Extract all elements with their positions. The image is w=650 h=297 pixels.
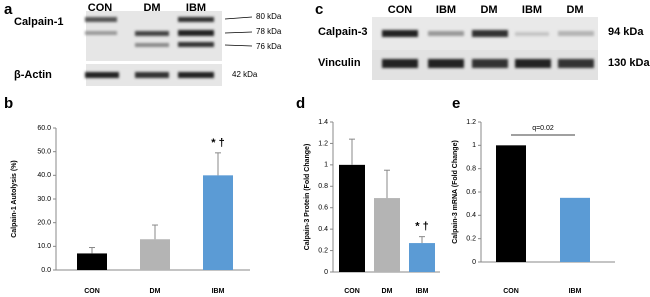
y-tick-label: 0.6: [466, 189, 476, 196]
y-tick-label: 0.0: [41, 267, 51, 274]
panel-label: e: [452, 95, 460, 112]
size-marker: 94 kDa: [608, 26, 644, 38]
row-label: Vinculin: [318, 57, 361, 69]
x-tick-label: DM: [382, 288, 393, 295]
bands: [382, 59, 594, 68]
y-tick-label: 1.2: [466, 119, 476, 126]
panel-label: b: [4, 95, 13, 112]
y-tick-label: 0: [472, 259, 476, 266]
bands: [85, 17, 214, 47]
x-tick-label: CON: [503, 288, 519, 295]
bar: [560, 197, 590, 262]
x-tick-label: IBM: [212, 288, 225, 295]
bar: [140, 239, 170, 270]
lane-label: CON: [88, 2, 113, 14]
y-tick-label: 0.4: [318, 226, 328, 233]
panel-label: d: [296, 95, 305, 112]
y-tick-label: 1.2: [318, 140, 328, 147]
y-tick-label: 0.8: [466, 166, 476, 173]
y-tick-label: 0.4: [466, 212, 476, 219]
y-tick-label: 60.0: [37, 125, 51, 132]
lane-label: DM: [480, 4, 497, 16]
y-tick-label: 1: [472, 142, 476, 149]
x-tick-label: IBM: [569, 288, 582, 295]
lane-label: IBM: [436, 4, 456, 16]
y-tick-label: 30.0: [37, 196, 51, 203]
x-tick-label: IBM: [416, 288, 429, 295]
bar: [496, 145, 526, 262]
annotation: * †: [415, 221, 428, 233]
lane-label: DM: [566, 4, 583, 16]
size-marker: 78 kDa: [256, 27, 282, 36]
bar: [374, 198, 400, 272]
lane-label: CON: [388, 4, 413, 16]
y-axis-label: Calpain-3 mRNA (Fold Change): [452, 140, 459, 244]
lane-label: IBM: [186, 2, 206, 14]
annotation: * †: [211, 137, 224, 149]
size-marker: 42 kDa: [232, 70, 258, 79]
y-tick-label: 1: [324, 162, 328, 169]
row-label: β-Actin: [14, 69, 52, 81]
y-tick-label: 40.0: [37, 172, 51, 179]
y-tick-label: 0.2: [318, 247, 328, 254]
panel-label: c: [315, 1, 323, 18]
x-tick-label: DM: [150, 288, 161, 295]
bar: [409, 243, 435, 272]
annotation: q=0.02: [532, 125, 554, 132]
panel-label: a: [4, 1, 13, 18]
y-tick-label: 1.4: [318, 119, 328, 126]
size-marker: 130 kDa: [608, 57, 650, 69]
y-tick-label: 0.2: [466, 236, 476, 243]
bands: [85, 72, 214, 78]
y-tick-label: 0.8: [318, 183, 328, 190]
y-tick-label: 0.6: [318, 205, 328, 212]
x-tick-label: CON: [344, 288, 360, 295]
y-axis-label: Calpain-3 Protein (Fold Change): [304, 144, 311, 251]
y-tick-label: 10.0: [37, 243, 51, 250]
lane-label: DM: [143, 2, 160, 14]
y-tick-label: 0: [324, 269, 328, 276]
row-label: Calpain-1: [14, 16, 64, 28]
arrows: [224, 16, 253, 47]
bar: [339, 164, 365, 272]
size-marker: 80 kDa: [256, 12, 282, 21]
y-tick-label: 50.0: [37, 149, 51, 156]
bands: [382, 30, 594, 37]
lane-label: IBM: [522, 4, 542, 16]
y-tick-label: 20.0: [37, 220, 51, 227]
x-tick-label: CON: [84, 288, 100, 295]
row-label: Calpain-3: [318, 26, 368, 38]
bar: [77, 253, 107, 270]
y-axis-label: Calpain-1 Autolysis (%): [11, 160, 18, 238]
bar: [203, 175, 233, 270]
size-marker: 76 kDa: [256, 42, 282, 51]
